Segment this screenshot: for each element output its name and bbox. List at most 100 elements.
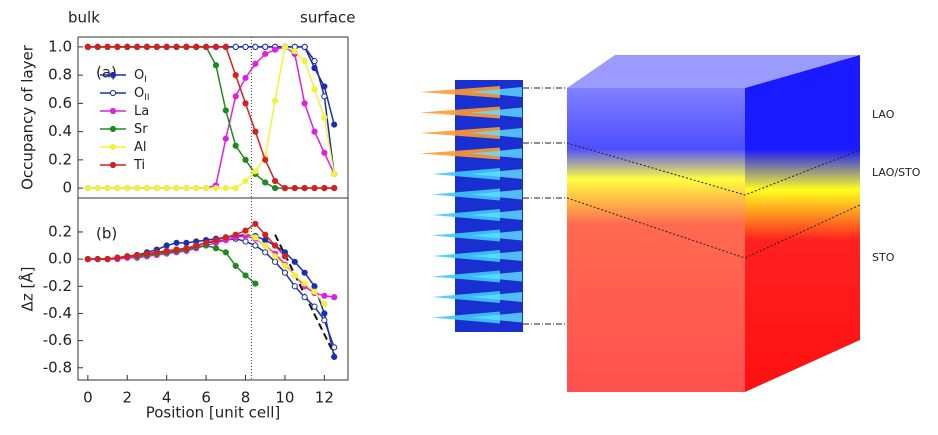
data-point	[183, 245, 190, 252]
cone	[470, 271, 522, 282]
structure-column	[420, 80, 523, 332]
data-point	[193, 242, 200, 249]
data-point	[173, 185, 180, 192]
y-tick-label: 1.0	[48, 37, 72, 55]
box-top	[567, 55, 860, 88]
y-tick-label: 0.6	[48, 94, 72, 112]
data-point	[281, 43, 289, 50]
data-point	[222, 234, 229, 241]
data-point	[252, 60, 259, 67]
legend-subscript: I	[144, 75, 147, 85]
data-point	[134, 251, 141, 259]
box-front	[567, 88, 745, 392]
cone	[470, 169, 522, 179]
data-point	[331, 344, 338, 351]
data-point	[193, 43, 200, 50]
y-tick-label: 0.2	[48, 150, 72, 168]
data-point	[311, 303, 318, 310]
data-point	[281, 262, 289, 270]
data-point	[242, 100, 249, 107]
data-point	[301, 57, 308, 65]
data-point	[291, 185, 298, 192]
data-point	[232, 93, 239, 100]
legend-label: Al	[134, 140, 147, 155]
cone	[432, 209, 500, 221]
data-point	[143, 43, 151, 50]
data-point	[331, 185, 338, 192]
legend-label: Sr	[134, 122, 148, 137]
legend-label: OI	[134, 68, 147, 85]
cone	[470, 312, 522, 323]
data-point	[94, 43, 101, 50]
data-point	[163, 185, 170, 192]
data-point	[311, 283, 318, 290]
data-point	[252, 220, 259, 227]
legend-label: OII	[134, 86, 150, 103]
y-axis-label: Occupancy of layer	[19, 44, 37, 190]
connectors	[523, 87, 567, 325]
cone	[420, 127, 500, 139]
data-point	[262, 237, 269, 244]
y-tick-label: 0.0	[48, 250, 72, 268]
data-point	[163, 43, 170, 50]
layer-label: LAO	[872, 108, 895, 121]
data-point	[271, 46, 279, 53]
data-point	[242, 227, 249, 234]
data-point	[212, 62, 220, 69]
data-point	[291, 258, 298, 265]
cone	[432, 168, 500, 180]
x-tick-label: 4	[162, 389, 172, 407]
data-point	[331, 170, 338, 178]
data-point	[242, 177, 249, 185]
data-point	[212, 237, 220, 244]
data-point	[84, 185, 91, 192]
data-point	[232, 262, 239, 270]
data-point	[153, 43, 160, 50]
cone	[470, 148, 522, 159]
data-point	[183, 185, 190, 192]
data-point	[212, 245, 220, 252]
data-point	[271, 97, 279, 104]
data-point	[114, 254, 121, 261]
cone	[420, 147, 500, 160]
data-point	[331, 353, 338, 361]
interface-lines	[566, 142, 861, 259]
data-point	[222, 185, 229, 192]
data-point	[321, 310, 328, 317]
data-point	[183, 43, 190, 50]
x-tick-label: 2	[122, 389, 132, 407]
data-point	[252, 280, 259, 287]
data-point	[232, 185, 239, 192]
data-point	[262, 50, 269, 58]
data-point	[173, 246, 180, 253]
legend-name: O	[134, 68, 144, 83]
cone	[420, 86, 500, 98]
cone	[432, 311, 500, 324]
data-point	[321, 114, 328, 121]
data-point	[252, 128, 259, 135]
data-point	[242, 43, 249, 50]
data-point	[124, 253, 131, 260]
data-point	[301, 269, 308, 276]
cone	[470, 292, 522, 302]
data-point	[301, 280, 308, 287]
data-point	[252, 234, 259, 241]
cone	[432, 250, 500, 262]
data-point	[143, 250, 151, 257]
layer-label: STO	[872, 251, 895, 264]
data-point	[153, 185, 160, 192]
data-point	[84, 43, 91, 50]
legend-subscript: II	[144, 93, 149, 103]
data-point	[173, 43, 180, 50]
data-point	[321, 292, 328, 299]
data-point	[242, 238, 249, 245]
legend-marker	[109, 161, 117, 169]
data-point	[222, 249, 229, 256]
data-point	[242, 156, 249, 163]
data-point	[203, 185, 210, 192]
data-point	[271, 253, 279, 260]
data-point	[94, 185, 101, 192]
data-point	[124, 185, 131, 192]
data-point	[94, 256, 101, 263]
annotation: surface	[300, 9, 355, 27]
